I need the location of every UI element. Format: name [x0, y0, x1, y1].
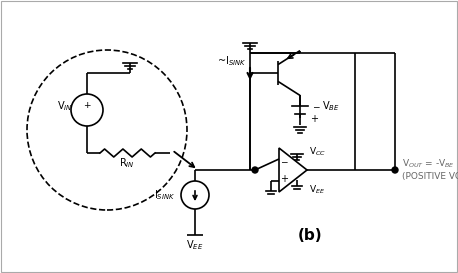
Text: V$_{EE}$: V$_{EE}$	[186, 238, 204, 252]
Text: V$_{IN}$: V$_{IN}$	[57, 99, 73, 113]
Text: (b): (b)	[298, 227, 322, 242]
Text: V$_{BE}$: V$_{BE}$	[322, 99, 340, 113]
Text: I$_{SINK}$: I$_{SINK}$	[154, 188, 175, 202]
Circle shape	[392, 167, 398, 173]
Text: $-$: $-$	[280, 156, 289, 165]
Text: +: +	[310, 114, 318, 124]
Text: V$_{EE}$: V$_{EE}$	[309, 184, 325, 196]
Text: (POSITIVE VOLTAGE): (POSITIVE VOLTAGE)	[402, 171, 458, 180]
Circle shape	[252, 167, 258, 173]
Text: $-$: $-$	[312, 101, 321, 110]
Text: V$_{OUT}$ = -V$_{BE}$: V$_{OUT}$ = -V$_{BE}$	[402, 158, 455, 170]
Text: +: +	[280, 174, 288, 184]
Text: R$_{IN}$: R$_{IN}$	[119, 156, 135, 170]
Text: +: +	[83, 100, 91, 109]
Text: V$_{CC}$: V$_{CC}$	[309, 146, 326, 158]
Text: ~I$_{SINK}$: ~I$_{SINK}$	[217, 54, 247, 68]
